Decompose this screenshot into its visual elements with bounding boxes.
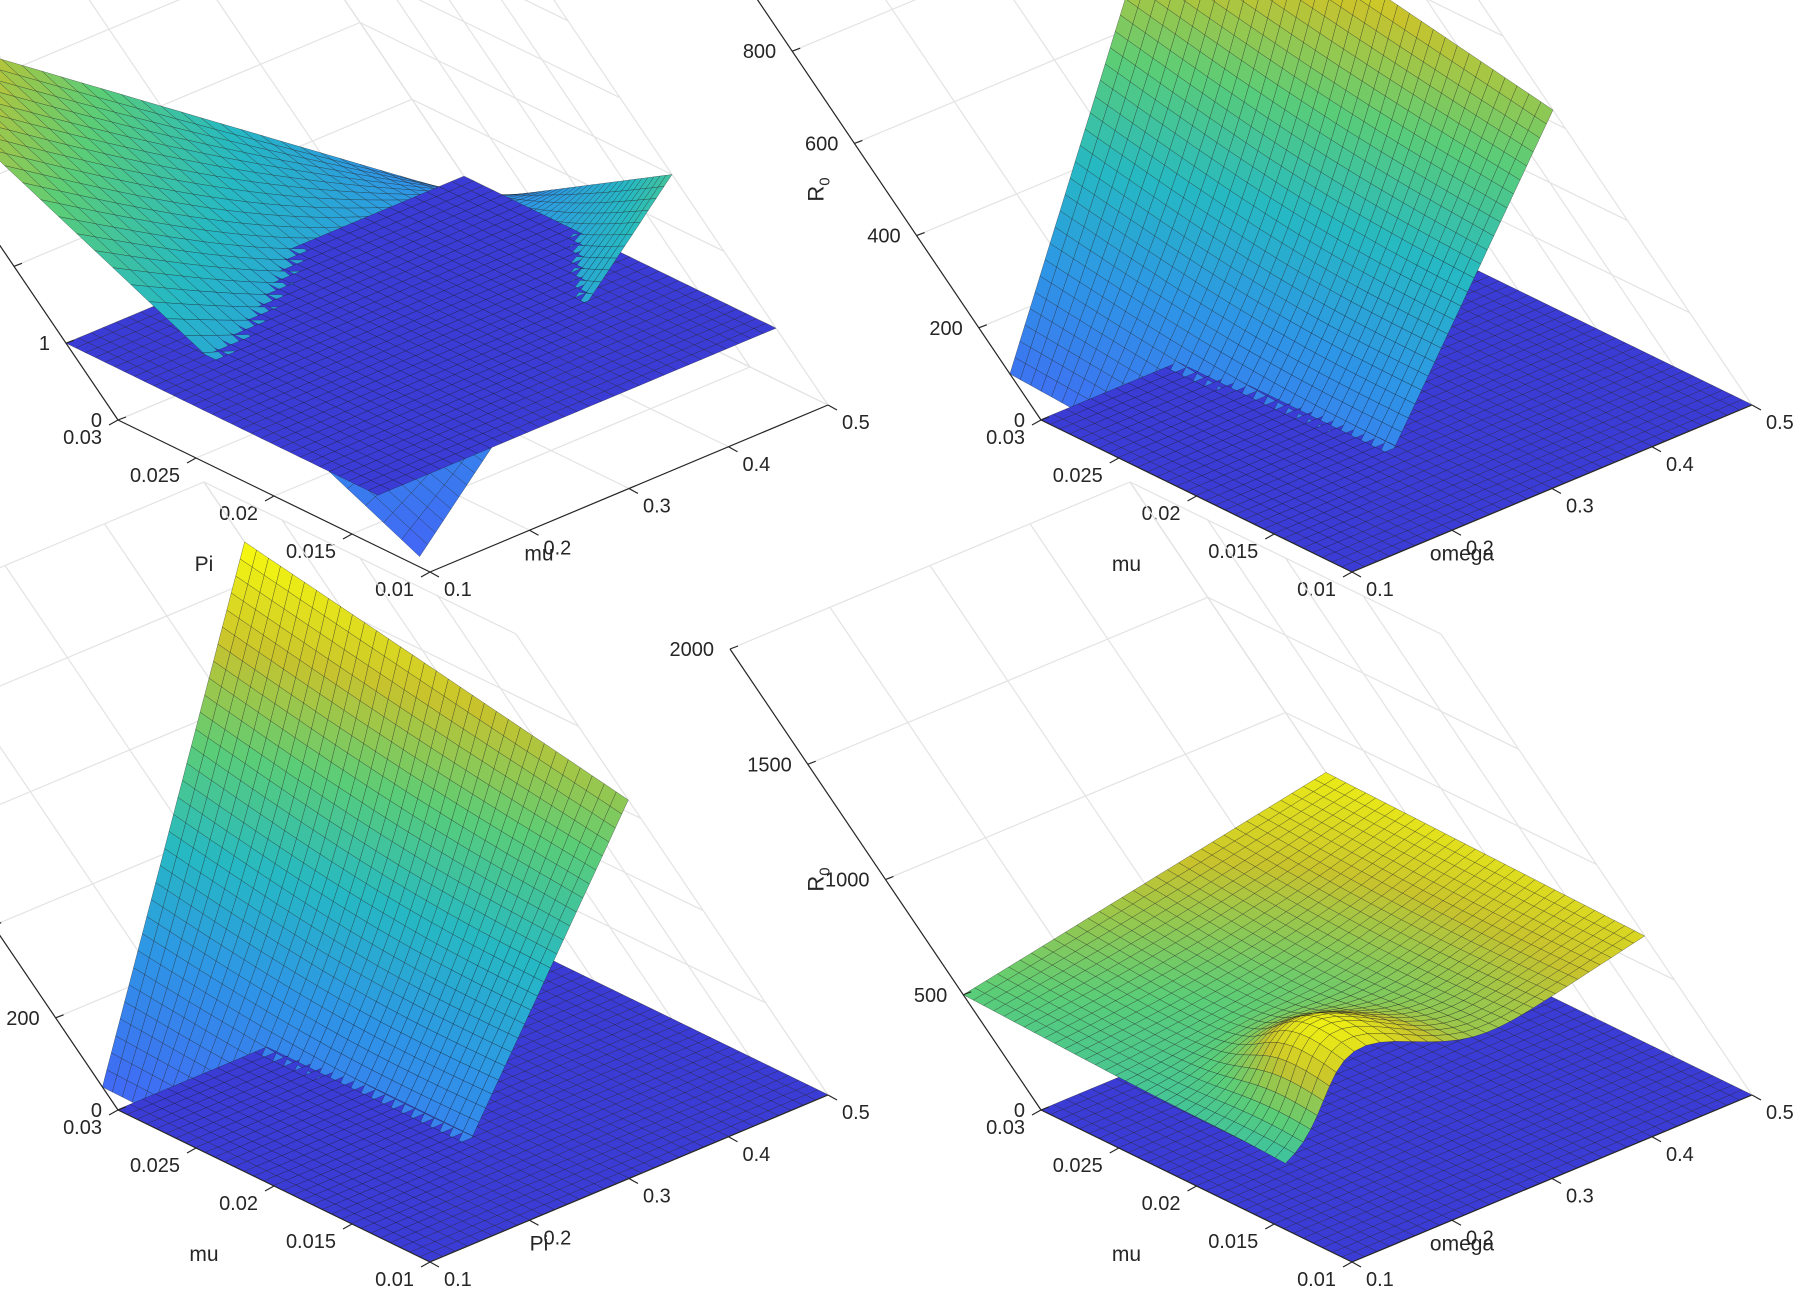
surface-plot-2: 020040060080010000.010.0150.020.0250.030… xyxy=(743,0,1794,601)
y-tick-label: 0.02 xyxy=(1142,503,1181,525)
z-tick-label: 600 xyxy=(805,133,838,155)
z-tick-label: 800 xyxy=(743,41,776,63)
y-axis-label: Pi xyxy=(195,553,214,576)
surface-mesh xyxy=(102,541,829,1262)
x-axis-label: omega xyxy=(1430,543,1495,566)
z-tick-label: 200 xyxy=(929,318,962,340)
x-tick-label: 0.5 xyxy=(1766,412,1794,434)
y-tick-label: 0.015 xyxy=(1208,541,1258,563)
x-tick-label: 0.1 xyxy=(444,579,472,601)
surface-plot-1: 01234560.010.0150.020.0250.030.10.20.30.… xyxy=(0,0,870,601)
y-tick-label: 0.025 xyxy=(1053,465,1103,487)
y-tick-label: 0.03 xyxy=(986,427,1025,449)
z-axis-label: R0 xyxy=(804,177,834,201)
y-tick-label: 0.01 xyxy=(375,579,414,601)
surface-mesh xyxy=(0,58,777,557)
z-tick-label: 400 xyxy=(867,226,900,248)
x-tick-label: 0.1 xyxy=(1366,579,1394,601)
x-tick-label: 0.3 xyxy=(643,496,671,518)
x-tick-label: 0.5 xyxy=(842,412,870,434)
x-tick-label: 0.3 xyxy=(1566,496,1594,518)
surface-cell xyxy=(0,147,7,154)
y-tick-label: 0.03 xyxy=(63,427,102,449)
x-tick-label: 0.4 xyxy=(1666,454,1694,476)
x-axis-label: mu xyxy=(524,543,553,566)
y-tick-label: 0.015 xyxy=(286,541,336,563)
surface-plot-3: 020040060080010000.010.0150.020.0250.030… xyxy=(0,481,870,1291)
z-tick-label: 1 xyxy=(39,333,50,355)
x-tick-label: 0.4 xyxy=(743,454,771,476)
y-tick-label: 0.01 xyxy=(1297,579,1336,601)
y-tick-label: 0.02 xyxy=(219,503,258,525)
y-axis-label: mu xyxy=(1112,553,1141,576)
y-tick-label: 0.025 xyxy=(130,465,180,487)
